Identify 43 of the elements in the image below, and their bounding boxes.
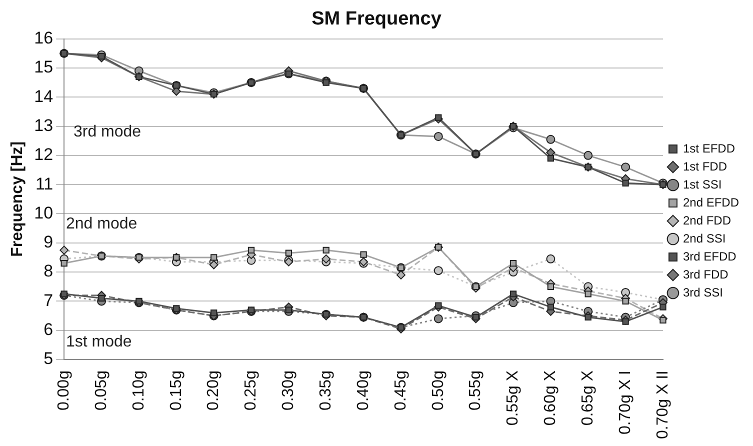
x-tick-label: 0.70g X II [654,370,672,440]
legend-label: 3rd EFDD [682,249,737,264]
y-tick-label: 6 [44,320,54,340]
x-tick-label: 0.55g [467,370,484,411]
legend-label: 1st SSI [682,177,722,192]
x-tick-label: 0.30g [280,370,298,411]
legend-label: 3rd FDD [682,267,729,282]
legend-label: 1st FDD [682,159,728,174]
x-tick-label: 0.35g [318,370,335,411]
legend-label: 3rd SSI [682,285,724,300]
y-tick-label: 7 [44,290,54,310]
x-tick-label: 0.20g [205,370,222,411]
chart-title: SM Frequency [312,8,442,30]
legend-label: 2nd SSI [682,231,726,246]
y-tick-label: 5 [44,349,54,368]
x-tick-label: 0.15g [168,370,185,411]
legend-label: 2nd FDD [682,213,732,228]
y-tick-label: 9 [44,232,54,252]
y-tick-label: 15 [34,58,54,77]
x-tick-label: 0.25g [242,370,260,411]
annotation: 3rd mode [73,124,142,141]
x-tick-label: 0.60g X [542,370,560,426]
legend-label: 1st EFDD [682,141,736,156]
x-tick-label: 0.55g X [504,370,522,426]
y-tick-label: 11 [35,174,54,194]
x-tick-label: 0.65g X [580,370,597,426]
annotation: 2nd mode [66,215,138,232]
annotation: 1st mode [66,333,132,350]
y-tick-label: 16 [34,28,54,48]
y-tick-label: 12 [34,145,54,164]
x-tick-label: 0.10g [130,370,148,411]
y-tick-label: 8 [44,262,54,281]
legend-label: 2nd EFDD [682,195,740,210]
y-tick-label: 13 [34,116,54,135]
y-axis-title: Frequency [Hz] [9,141,26,257]
y-tick-label: 14 [34,86,54,106]
x-tick-label: 0.40g [354,370,372,411]
x-tick-label: 0.45g [392,370,410,411]
x-tick-label: 0.05g [92,370,110,411]
y-tick-label: 10 [34,203,54,222]
x-tick-label: 0.50g [430,370,447,411]
x-tick-label: 0.00g [56,370,73,411]
x-tick-label: 0.70g X I [616,370,634,435]
